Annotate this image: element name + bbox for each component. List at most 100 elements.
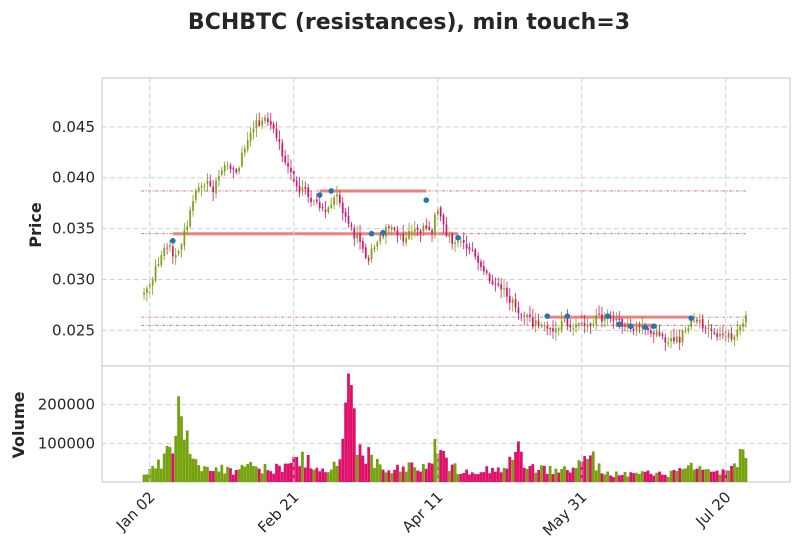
candle-body [448,235,451,237]
candle-body [318,202,321,208]
volume-bar [266,470,270,482]
candle-body [353,227,356,239]
candle-body [603,318,606,321]
volume-bar [738,449,742,482]
volume-bar [701,469,705,482]
volume-bar [675,470,679,482]
volume-bar [684,468,687,482]
volume-bar [537,470,540,482]
candle-body [690,320,693,327]
candle-body [350,224,353,227]
candle-body [146,288,148,294]
candle-body [552,328,554,332]
touch-point [380,229,386,236]
volume-bar [439,450,443,482]
x-tick-label: Apr 11 [399,488,447,536]
volume-axis-label: Volume [9,391,28,458]
volume-bar [254,466,258,482]
volume-bar [445,457,448,482]
candle-body [477,255,479,263]
candle-body [699,320,701,323]
price-tick-label: 0.035 [52,220,95,238]
candle-body [595,315,598,325]
candle-body [508,296,511,303]
candle-body [722,333,724,336]
volume-bar [540,465,543,482]
candle-body [220,170,223,175]
candle-body [506,287,508,297]
volume-bar [485,466,489,482]
volume-bar [226,466,229,482]
volume-panel-frame [101,365,791,483]
price-axis-label: Price [26,202,45,248]
candle-body [494,283,497,285]
volume-bar [326,472,330,482]
volume-bar [157,459,160,482]
candle-body [465,244,468,249]
volume-bar [534,472,538,482]
candlesticks [143,112,747,351]
volume-bar [724,470,728,482]
volume-bar [165,446,169,482]
candle-body [569,325,572,328]
candle-body [431,230,433,233]
candle-body [485,270,488,273]
x-tick-label: Jul 20 [692,488,735,531]
volume-bar [355,454,359,482]
candle-body [468,247,471,250]
volume-bar [275,463,278,482]
volume-bar [398,471,402,482]
candle-body [713,332,716,334]
volume-bar [401,466,405,482]
chart-title: BCHBTC (resistances), min touch=3 [188,10,630,35]
volume-bar [364,463,368,482]
volume-bar [243,466,247,482]
volume-bar [491,467,494,482]
candle-body [290,167,292,173]
volume-bar [312,469,316,482]
candle-body [491,280,494,284]
volume-bar [496,467,500,482]
candle-body [661,334,664,337]
candle-body [474,249,477,257]
candle-body [745,315,747,323]
volume-bar [637,473,641,482]
volume-bar [733,463,736,482]
candle-body [529,314,531,317]
volume-bar [203,466,206,482]
volume-bar [450,464,454,482]
volume-bar [338,459,342,482]
volume-bar [640,471,644,482]
candle-body [327,207,330,213]
candle-body [598,313,600,315]
candle-body [422,225,425,232]
volume-bar [545,473,549,482]
candle-body [212,186,215,193]
volume-bar [378,464,382,482]
candle-body [379,233,382,242]
volume-bar [142,474,146,482]
x-tick-label: Feb 21 [254,488,302,536]
volume-bar [234,470,238,482]
volume-bar [632,473,636,482]
volume-bar [424,468,428,482]
candle-body [546,326,549,329]
candle-body [451,234,454,244]
volume-bar [709,471,713,482]
volume-bar [476,474,480,482]
candle-body [511,299,514,304]
volume-bar [283,463,287,482]
candle-body [310,197,312,203]
candle-body [534,319,537,326]
volume-bar [384,472,388,482]
volume-bar [145,474,149,482]
candle-body [635,326,638,331]
volume-bar [591,451,595,482]
volume-bar [721,469,725,482]
volume-bar [180,416,183,482]
volume-bar [416,470,420,482]
volume-bar [358,444,362,482]
price-tick-label: 0.040 [52,169,95,187]
touch-points [170,188,695,331]
